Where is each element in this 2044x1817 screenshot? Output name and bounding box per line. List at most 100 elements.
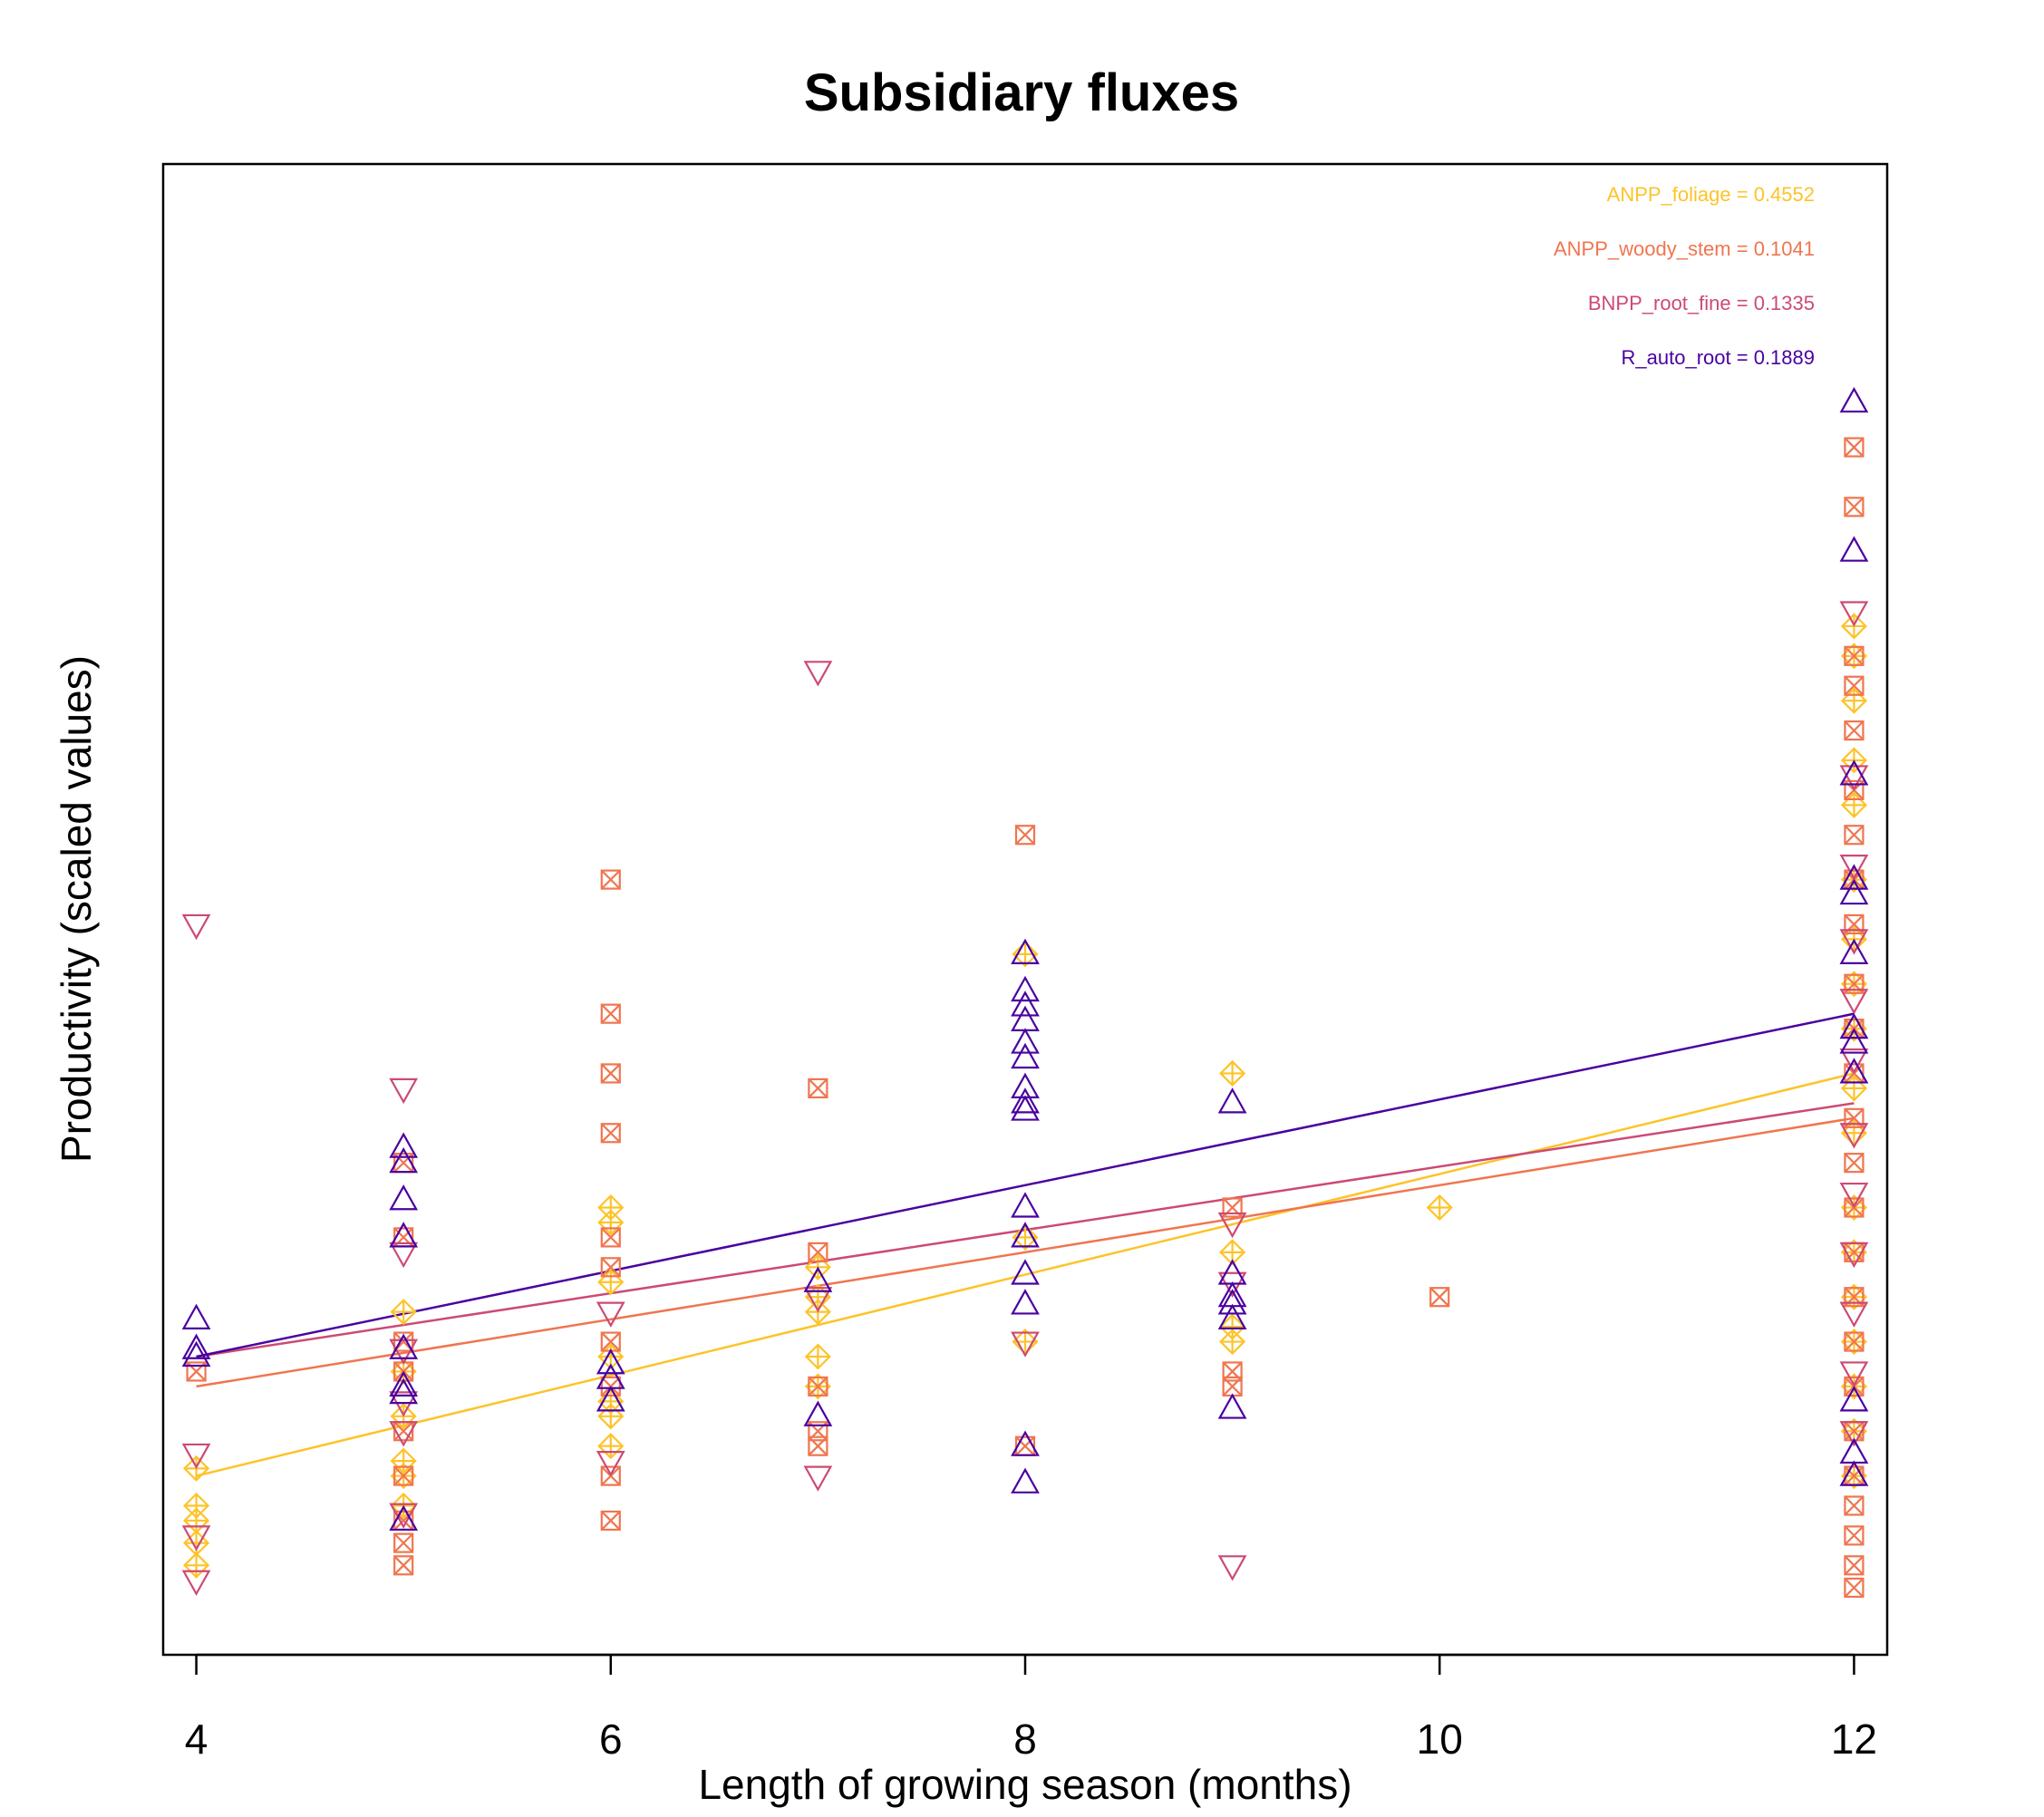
point-r-auto-root xyxy=(1011,975,1040,1002)
point-bnpp-root-fine xyxy=(1839,1123,1869,1149)
x-tick-label: 6 xyxy=(599,1716,623,1763)
point-bnpp-root-fine xyxy=(803,1465,833,1492)
point-bnpp-root-fine xyxy=(1839,855,1869,881)
legend-equals: = xyxy=(1731,346,1754,369)
point-bnpp-root-fine xyxy=(1839,1421,1869,1447)
point-bnpp-root-fine xyxy=(803,661,833,687)
point-r-auto-root xyxy=(389,1222,419,1248)
fit-line-r-auto-root xyxy=(196,1012,1855,1358)
point-bnpp-root-fine xyxy=(181,1443,211,1470)
legend-r2-value: 0.1041 xyxy=(1754,237,1815,260)
point-r-auto-root xyxy=(389,1504,419,1532)
legend-equals: = xyxy=(1731,237,1754,260)
fit-line-anpp-foliage xyxy=(196,1072,1855,1477)
point-r-auto-root xyxy=(1217,1393,1247,1419)
point-anpp-woody-stem xyxy=(1844,720,1865,741)
point-anpp-foliage xyxy=(1219,1059,1246,1087)
point-r-auto-root xyxy=(1011,991,1040,1017)
point-r-auto-root xyxy=(1839,1386,1869,1412)
point-bnpp-root-fine xyxy=(389,1078,419,1105)
point-r-auto-root xyxy=(1011,1259,1040,1285)
point-anpp-foliage xyxy=(597,1269,625,1296)
point-anpp-woody-stem xyxy=(808,1242,828,1262)
point-bnpp-root-fine xyxy=(1839,1182,1869,1209)
point-r-auto-root xyxy=(389,1370,419,1397)
point-r-auto-root xyxy=(1839,1460,1869,1486)
point-r-auto-root xyxy=(1011,1222,1040,1248)
point-anpp-woody-stem xyxy=(1844,645,1865,666)
point-r-auto-root xyxy=(389,1333,419,1359)
point-r-auto-root xyxy=(1011,1095,1040,1121)
point-bnpp-root-fine xyxy=(1839,1242,1869,1269)
point-r-auto-root xyxy=(1217,1303,1247,1329)
data-points xyxy=(181,386,1869,1599)
legend-entry-anpp-woody-stem: ANPP_woody_stem = 0.1041 xyxy=(1554,237,1815,260)
point-anpp-woody-stem xyxy=(1844,1331,1865,1352)
point-bnpp-root-fine xyxy=(1839,989,1869,1015)
point-r-auto-root xyxy=(1011,1467,1040,1493)
point-anpp-woody-stem xyxy=(1844,825,1865,846)
point-anpp-foliage xyxy=(804,1343,831,1370)
point-r-auto-root xyxy=(1839,1058,1869,1084)
point-bnpp-root-fine xyxy=(181,913,211,941)
point-anpp-woody-stem xyxy=(393,1532,414,1553)
point-anpp-foliage xyxy=(1840,791,1867,818)
point-anpp-woody-stem xyxy=(808,1376,828,1397)
point-anpp-woody-stem xyxy=(1844,437,1865,458)
point-anpp-woody-stem xyxy=(600,869,621,890)
point-anpp-woody-stem xyxy=(808,1078,828,1099)
point-r-auto-root xyxy=(1217,1087,1247,1114)
point-bnpp-root-fine xyxy=(1011,1331,1040,1358)
legend-equals: = xyxy=(1731,292,1754,314)
legend-r2-value: 0.4552 xyxy=(1754,183,1815,206)
point-r-auto-root xyxy=(1217,1289,1247,1315)
point-r-auto-root xyxy=(1839,759,1869,786)
point-anpp-woody-stem xyxy=(600,1257,621,1278)
fit-line-anpp-woody-stem xyxy=(196,1116,1855,1388)
chart-title: Subsidiary fluxes xyxy=(804,63,1239,122)
point-r-auto-root xyxy=(596,1386,625,1412)
point-anpp-woody-stem xyxy=(1844,1555,1865,1576)
legend-series-name: BNPP_root_fine xyxy=(1588,292,1731,314)
point-bnpp-root-fine xyxy=(1839,1301,1869,1328)
point-r-auto-root xyxy=(1011,1430,1040,1456)
point-bnpp-root-fine xyxy=(181,1570,211,1597)
point-r-auto-root xyxy=(389,1132,419,1158)
point-bnpp-root-fine xyxy=(1217,1212,1247,1239)
x-tick-label: 8 xyxy=(1013,1716,1037,1763)
point-bnpp-root-fine xyxy=(596,1451,625,1477)
point-r-auto-root xyxy=(1839,536,1869,562)
point-anpp-foliage xyxy=(1840,1075,1867,1102)
legend-entry-bnpp-root-fine: BNPP_root_fine = 0.1335 xyxy=(1588,292,1815,314)
legend-series-name: ANPP_foliage xyxy=(1607,183,1731,206)
point-anpp-foliage xyxy=(1840,687,1867,714)
point-anpp-woody-stem xyxy=(1429,1287,1450,1308)
point-anpp-foliage xyxy=(1426,1194,1453,1222)
point-r-auto-root xyxy=(1839,938,1869,964)
legend: ANPP_foliage = 0.4552 ANPP_woody_stem = 0… xyxy=(1554,183,1815,369)
point-anpp-woody-stem xyxy=(1844,1577,1865,1599)
point-r-auto-root xyxy=(1011,1042,1040,1069)
point-r-auto-root xyxy=(1011,1289,1040,1315)
point-anpp-woody-stem xyxy=(600,1227,621,1248)
point-anpp-foliage xyxy=(1219,1328,1246,1356)
point-r-auto-root xyxy=(181,1303,211,1329)
point-bnpp-root-fine xyxy=(1217,1555,1247,1581)
point-r-auto-root xyxy=(803,1400,833,1426)
point-r-auto-root xyxy=(1839,864,1869,890)
point-r-auto-root xyxy=(389,1184,419,1211)
point-anpp-woody-stem xyxy=(1014,825,1036,846)
point-r-auto-root xyxy=(181,1340,211,1368)
point-bnpp-root-fine xyxy=(1839,1048,1869,1075)
point-bnpp-root-fine xyxy=(803,1287,833,1313)
legend-r2-value: 0.1889 xyxy=(1754,346,1815,369)
x-tick-label: 12 xyxy=(1831,1716,1877,1763)
point-anpp-woody-stem xyxy=(393,1465,414,1486)
point-anpp-foliage xyxy=(597,1209,625,1236)
point-bnpp-root-fine xyxy=(1839,601,1869,627)
point-r-auto-root xyxy=(1011,1087,1040,1114)
legend-series-name: ANPP_woody_stem xyxy=(1554,237,1731,260)
point-r-auto-root xyxy=(181,1333,211,1359)
